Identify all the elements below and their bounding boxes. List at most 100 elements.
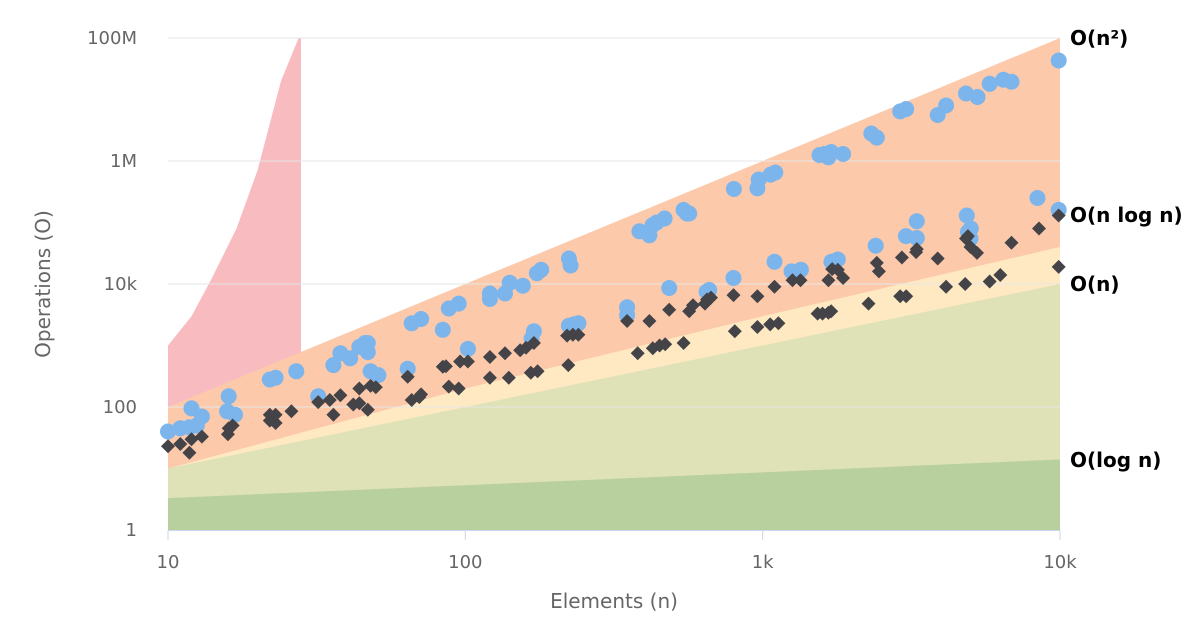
diamond-marker xyxy=(676,336,691,350)
diamond-marker xyxy=(352,396,367,411)
circle-marker xyxy=(868,129,885,146)
circle-marker xyxy=(1003,73,1020,90)
diamond-marker xyxy=(726,288,741,303)
axes: 10 100 1k 10k 1 100 10k 1M 100M xyxy=(87,28,1077,573)
band-labels: O(n²) O(n log n) O(n) O(log n) xyxy=(1070,26,1183,472)
diamond-marker xyxy=(894,250,909,265)
diamond-marker xyxy=(1051,208,1066,223)
diamond-marker xyxy=(194,429,209,444)
circle-marker xyxy=(434,321,451,338)
band-label-linear: O(n) xyxy=(1070,272,1120,296)
x-tick-label: 100 xyxy=(448,552,482,573)
diamond-marker xyxy=(326,407,341,422)
circle-marker xyxy=(656,210,673,227)
data-points xyxy=(160,52,1067,460)
circle-marker xyxy=(450,295,467,312)
diamond-marker xyxy=(836,271,851,285)
diamond-marker xyxy=(763,317,778,332)
circle-marker xyxy=(766,253,783,270)
diamond-marker xyxy=(704,290,718,305)
diamond-marker xyxy=(871,264,886,279)
circle-marker xyxy=(1029,190,1046,206)
diamond-marker xyxy=(400,369,415,384)
diamond-marker xyxy=(225,418,240,433)
circle-marker xyxy=(501,274,518,291)
diamond-marker xyxy=(982,274,997,289)
diamond-marker xyxy=(642,314,657,328)
diamond-marker xyxy=(1004,235,1019,250)
diamond-marker xyxy=(939,279,954,294)
circle-marker xyxy=(525,323,542,340)
diamond-marker xyxy=(824,304,839,319)
circle-marker xyxy=(288,363,305,380)
circle-marker xyxy=(969,89,986,105)
diamond-marker xyxy=(352,381,367,396)
circle-marker xyxy=(1050,52,1067,69)
diamond-marker xyxy=(268,416,283,430)
diamond-marker xyxy=(958,277,973,291)
circle-marker xyxy=(725,270,742,286)
diamond-marker xyxy=(530,364,545,379)
circle-marker xyxy=(399,360,416,377)
x-tick-label: 10k xyxy=(1043,552,1077,573)
x-tick-label: 1k xyxy=(752,552,774,573)
diamond-marker xyxy=(460,354,475,369)
diamond-marker xyxy=(268,407,283,422)
circle-marker xyxy=(938,97,955,114)
diamond-marker xyxy=(686,298,700,313)
diamond-marker xyxy=(184,432,199,447)
y-tick-label: 100 xyxy=(103,397,137,418)
band-label-nlogn: O(n log n) xyxy=(1070,203,1183,227)
diamond-marker xyxy=(658,337,673,352)
diamond-marker xyxy=(821,273,836,288)
circle-marker xyxy=(792,261,809,278)
circle-marker xyxy=(908,230,925,246)
band-label-logn: O(log n) xyxy=(1070,448,1161,472)
circle-marker xyxy=(193,408,210,425)
circle-marker xyxy=(459,340,476,357)
diamond-marker xyxy=(861,296,876,311)
circle-marker xyxy=(981,75,998,92)
band-label-quadratic: O(n²) xyxy=(1070,26,1128,50)
diamond-marker xyxy=(1032,221,1046,236)
circle-marker xyxy=(220,388,237,405)
diamond-marker xyxy=(970,245,984,260)
diamond-marker xyxy=(620,314,635,328)
circle-marker xyxy=(661,280,678,296)
diamond-marker xyxy=(322,393,337,407)
circle-marker xyxy=(898,101,915,117)
diamond-marker xyxy=(526,336,541,350)
circle-marker xyxy=(481,291,498,307)
y-tick-label: 1M xyxy=(110,151,137,172)
diamond-marker xyxy=(767,279,782,294)
diamond-marker xyxy=(360,402,375,417)
diamond-marker xyxy=(453,354,468,369)
diamond-marker xyxy=(438,359,453,374)
circle-marker xyxy=(867,237,884,254)
circle-marker xyxy=(267,369,284,386)
diamond-marker xyxy=(1051,259,1066,274)
diamond-marker xyxy=(571,327,586,342)
circle-marker xyxy=(908,213,925,230)
band-logn xyxy=(168,459,1060,530)
diamond-marker xyxy=(993,268,1008,282)
diamond-marker xyxy=(441,379,456,394)
y-tick-label: 1 xyxy=(126,520,137,541)
diamond-marker xyxy=(161,439,175,454)
diamond-marker xyxy=(482,350,497,364)
diamond-marker xyxy=(498,346,512,361)
circle-marker xyxy=(533,261,550,278)
diamond-marker xyxy=(368,380,383,395)
circle-marker xyxy=(160,423,176,440)
circle-marker xyxy=(767,164,784,181)
diamond-marker xyxy=(412,390,427,405)
circle-marker xyxy=(227,406,243,423)
diamond-marker xyxy=(311,395,326,410)
circle-marker xyxy=(570,315,587,332)
diamond-marker xyxy=(960,229,975,244)
diamond-marker xyxy=(284,404,299,419)
diamond-marker xyxy=(173,437,188,451)
diamond-marker xyxy=(501,370,516,385)
diamond-marker xyxy=(785,273,800,288)
